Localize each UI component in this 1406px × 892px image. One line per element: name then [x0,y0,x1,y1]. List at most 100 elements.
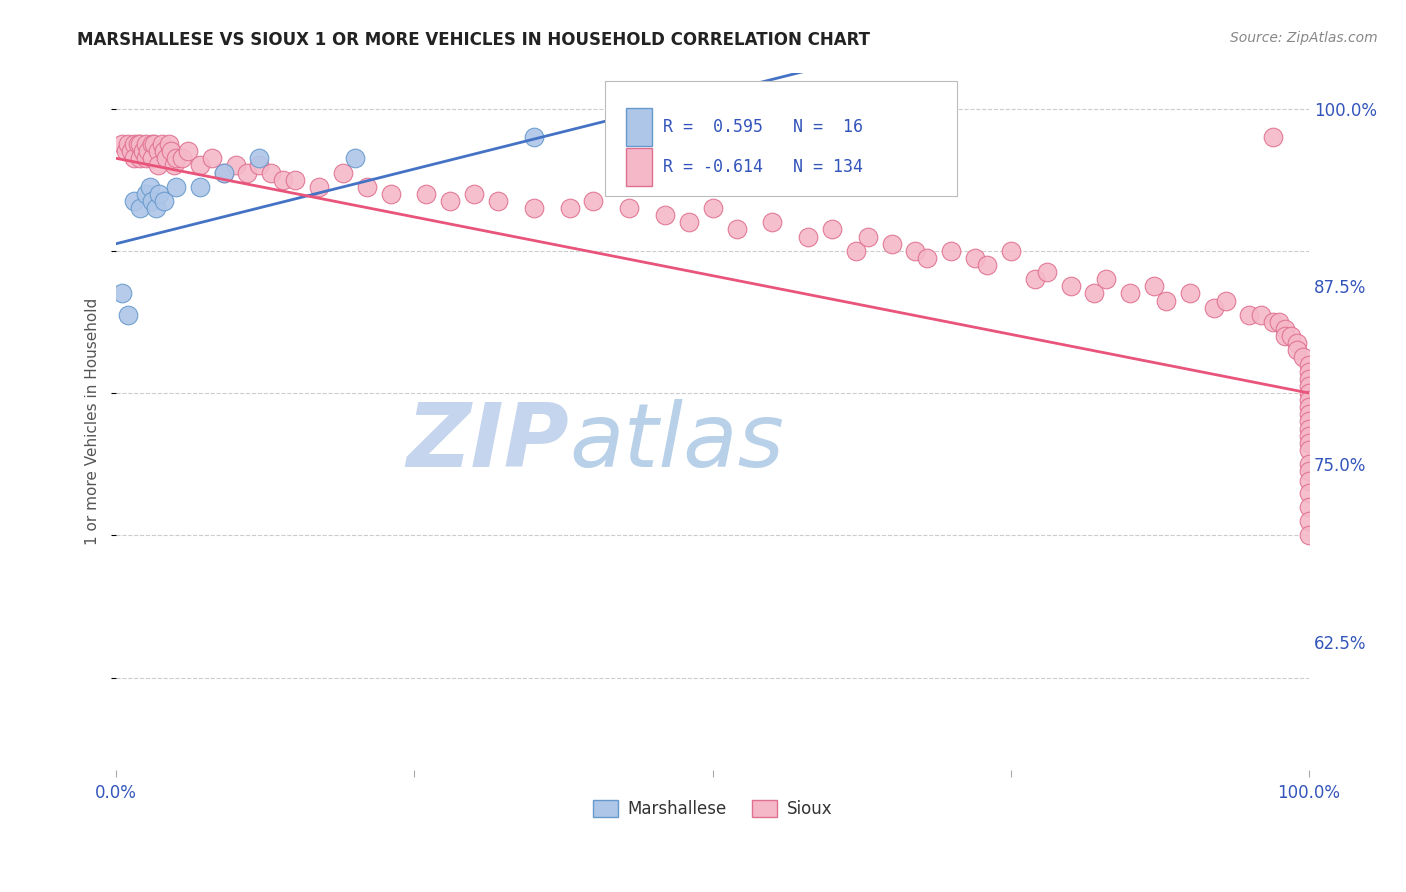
Point [148,186,170,201]
Point [1154,293,1177,308]
Point [141,137,163,152]
Point [343,151,366,165]
Point [111,137,134,152]
Point [1263,130,1285,145]
Point [821,222,844,236]
Point [1202,301,1225,315]
Point [904,244,927,258]
Point [1298,415,1320,429]
Point [157,137,180,152]
Point [1298,408,1320,422]
Point [761,215,783,229]
Point [165,179,187,194]
Point [1298,474,1320,488]
Point [1239,308,1261,322]
Point [122,194,145,208]
Point [177,145,200,159]
Point [1298,358,1320,372]
Point [284,172,307,186]
Point [917,251,939,265]
Point [356,179,378,194]
Point [523,201,546,215]
Point [260,165,283,179]
Point [135,137,157,152]
Point [138,179,160,194]
Point [797,229,820,244]
Point [271,172,294,186]
Point [380,186,402,201]
Point [1250,308,1272,322]
Y-axis label: 1 or more Vehicles in Household: 1 or more Vehicles in Household [86,298,100,545]
Point [170,151,193,165]
Point [582,194,605,208]
Point [146,145,169,159]
Point [143,137,166,152]
Point [141,151,163,165]
Point [678,215,700,229]
Point [1119,286,1142,301]
Point [1083,286,1105,301]
Point [415,186,437,201]
Point [1286,343,1309,358]
Point [165,151,187,165]
Point [155,151,177,165]
Point [146,158,169,172]
Point [439,194,461,208]
Point [976,258,998,272]
Point [188,179,211,194]
Point [212,165,235,179]
Point [880,236,903,251]
Point [150,137,173,152]
FancyBboxPatch shape [606,81,957,196]
Point [1298,528,1320,542]
Point [1298,393,1320,408]
Point [702,201,724,215]
Point [117,308,139,322]
Point [617,201,640,215]
Point [162,158,184,172]
Text: R =  0.595   N =  16: R = 0.595 N = 16 [662,118,862,136]
Point [145,201,167,215]
FancyBboxPatch shape [626,147,652,186]
Point [153,145,176,159]
Point [332,165,354,179]
Point [523,130,546,145]
Point [1000,244,1022,258]
Point [114,145,136,159]
Point [120,145,142,159]
Point [856,229,879,244]
Point [654,208,676,222]
Point [1298,372,1320,386]
Point [201,151,224,165]
Point [135,186,157,201]
Legend: Marshallese, Sioux: Marshallese, Sioux [586,793,839,824]
FancyBboxPatch shape [626,108,652,146]
Point [1298,386,1320,401]
Point [308,179,330,194]
Point [1298,514,1320,528]
Point [129,201,152,215]
Text: Source: ZipAtlas.com: Source: ZipAtlas.com [1230,31,1378,45]
Point [845,244,868,258]
Point [1024,272,1046,286]
Point [188,158,211,172]
Point [463,186,485,201]
Point [1274,322,1296,336]
Text: MARSHALLESE VS SIOUX 1 OR MORE VEHICLES IN HOUSEHOLD CORRELATION CHART: MARSHALLESE VS SIOUX 1 OR MORE VEHICLES … [77,31,870,49]
Point [122,137,145,152]
Point [1215,293,1237,308]
Point [249,158,271,172]
Point [965,251,987,265]
Point [1286,336,1309,351]
Point [153,194,176,208]
Point [1298,500,1320,514]
Point [160,145,183,159]
Point [249,151,271,165]
Point [558,201,581,215]
Point [1279,329,1302,343]
Point [1298,365,1320,379]
Point [1298,464,1320,478]
Point [135,151,157,165]
Point [1298,435,1320,450]
Point [236,165,259,179]
